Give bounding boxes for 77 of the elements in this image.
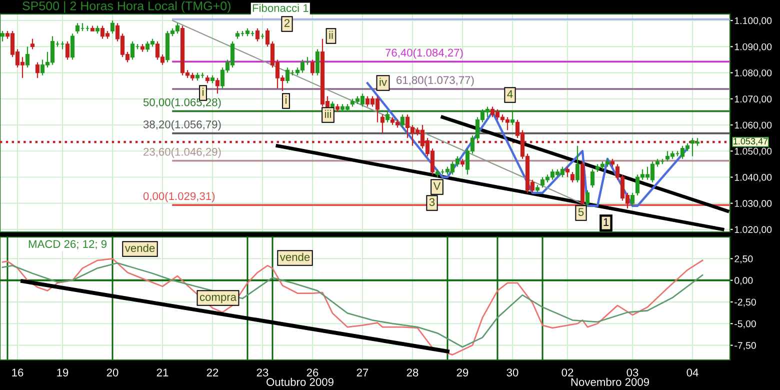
x-tick-label: 29 [456,368,468,376]
y-tick-label: 1.070,00 [734,96,772,104]
candlestick [0,30,5,42]
annotation: vende [124,244,155,252]
x-tick-label: 19 [57,368,68,376]
text: Fibonacci 1 [252,4,308,12]
annotation: 3 [429,198,435,206]
candlestick [65,40,70,60]
candlestick [285,66,290,84]
y-tick-label: 1.100,00 [734,17,772,26]
y-tick-label: 1.080,00 [734,69,772,78]
x-tick-label: 30 [506,368,518,376]
y-tick-label: 1.060,00 [734,122,772,130]
candlestick [510,111,515,126]
x-tick-label: 20 [106,368,118,376]
ref-line-label: 76,40(1.084,27) [386,48,463,59]
x-tick-label: 16 [12,368,24,376]
annotation: 2 [284,19,290,27]
y-tick-label: 1.050,00 [734,148,772,156]
x-tick-label: 03 [626,368,638,376]
y-tick-label: -7,50 [734,342,756,350]
candlestick [75,22,80,34]
x-tick-label: 27 [356,368,368,376]
x-tick-label: 28 [406,368,418,376]
candlestick [315,48,320,76]
y-tick-label: 1.040,00 [734,174,772,182]
candlestick [400,114,405,128]
ref-line-label: 0,00(1.029,31) [143,192,215,202]
annotation: i [202,88,204,96]
y-tick-label: 1.090,00 [734,43,772,52]
candlestick [255,28,260,42]
annotation: compra [200,294,237,304]
annotation: V [433,182,441,190]
candlestick [570,171,575,183]
candlestick [575,145,580,183]
candlestick [590,168,595,188]
annotation: 4 [507,90,513,98]
candlestick [70,33,75,60]
annotation: iv [380,78,387,86]
candlestick [25,46,30,68]
x-tick-label: 22 [206,368,218,376]
x-tick-label: 02 [562,368,574,376]
candlestick [565,166,570,178]
candlestick [310,59,315,76]
y-tick-label: 2,50 [734,255,753,264]
ref-line-label: 23,60(1.046,29) [144,148,221,158]
y-tick-label: 1.020,00 [734,226,772,234]
x-tick-label: 21 [156,368,168,376]
x-tick-label: 04 [686,368,698,376]
candlestick [585,190,590,206]
y-tick-label: 0,00 [734,277,753,286]
y-tick-label: 1.030,00 [734,200,772,208]
annotation: iii [325,110,331,118]
annotation: 5 [578,208,584,216]
annotation: vende [280,252,310,261]
candlestick [380,114,385,134]
candlestick [215,77,220,94]
candlestick [630,192,635,206]
chart-title: SP500 | 2 Horas Hora Local (TMG+0) [22,1,230,13]
annotation: ii [329,30,333,39]
candlestick [30,38,35,50]
ref-line-label: 38,20(1.056,79) [143,120,221,131]
y-tick-label: -5,00 [734,320,756,328]
candlestick [130,40,135,60]
y-tick-label: -2,50 [734,298,756,307]
annotation: MACD 26; 12; 9 [28,240,107,250]
x-tick-label: 26 [306,368,318,376]
ref-line-label: 1.053,47 [734,138,768,146]
ref-line-label: 61,80(1.073,77) [396,76,474,86]
candlestick [385,111,390,123]
candlestick [35,62,40,79]
x-tick-label: 23 [256,368,268,376]
candlestick [110,20,115,34]
text: Outubro 2009 [266,378,334,386]
ref-line-label: 50,00(1.065,28) [143,98,221,108]
annotation: 1 [604,218,609,226]
text: Novembro 2009 [571,378,650,386]
